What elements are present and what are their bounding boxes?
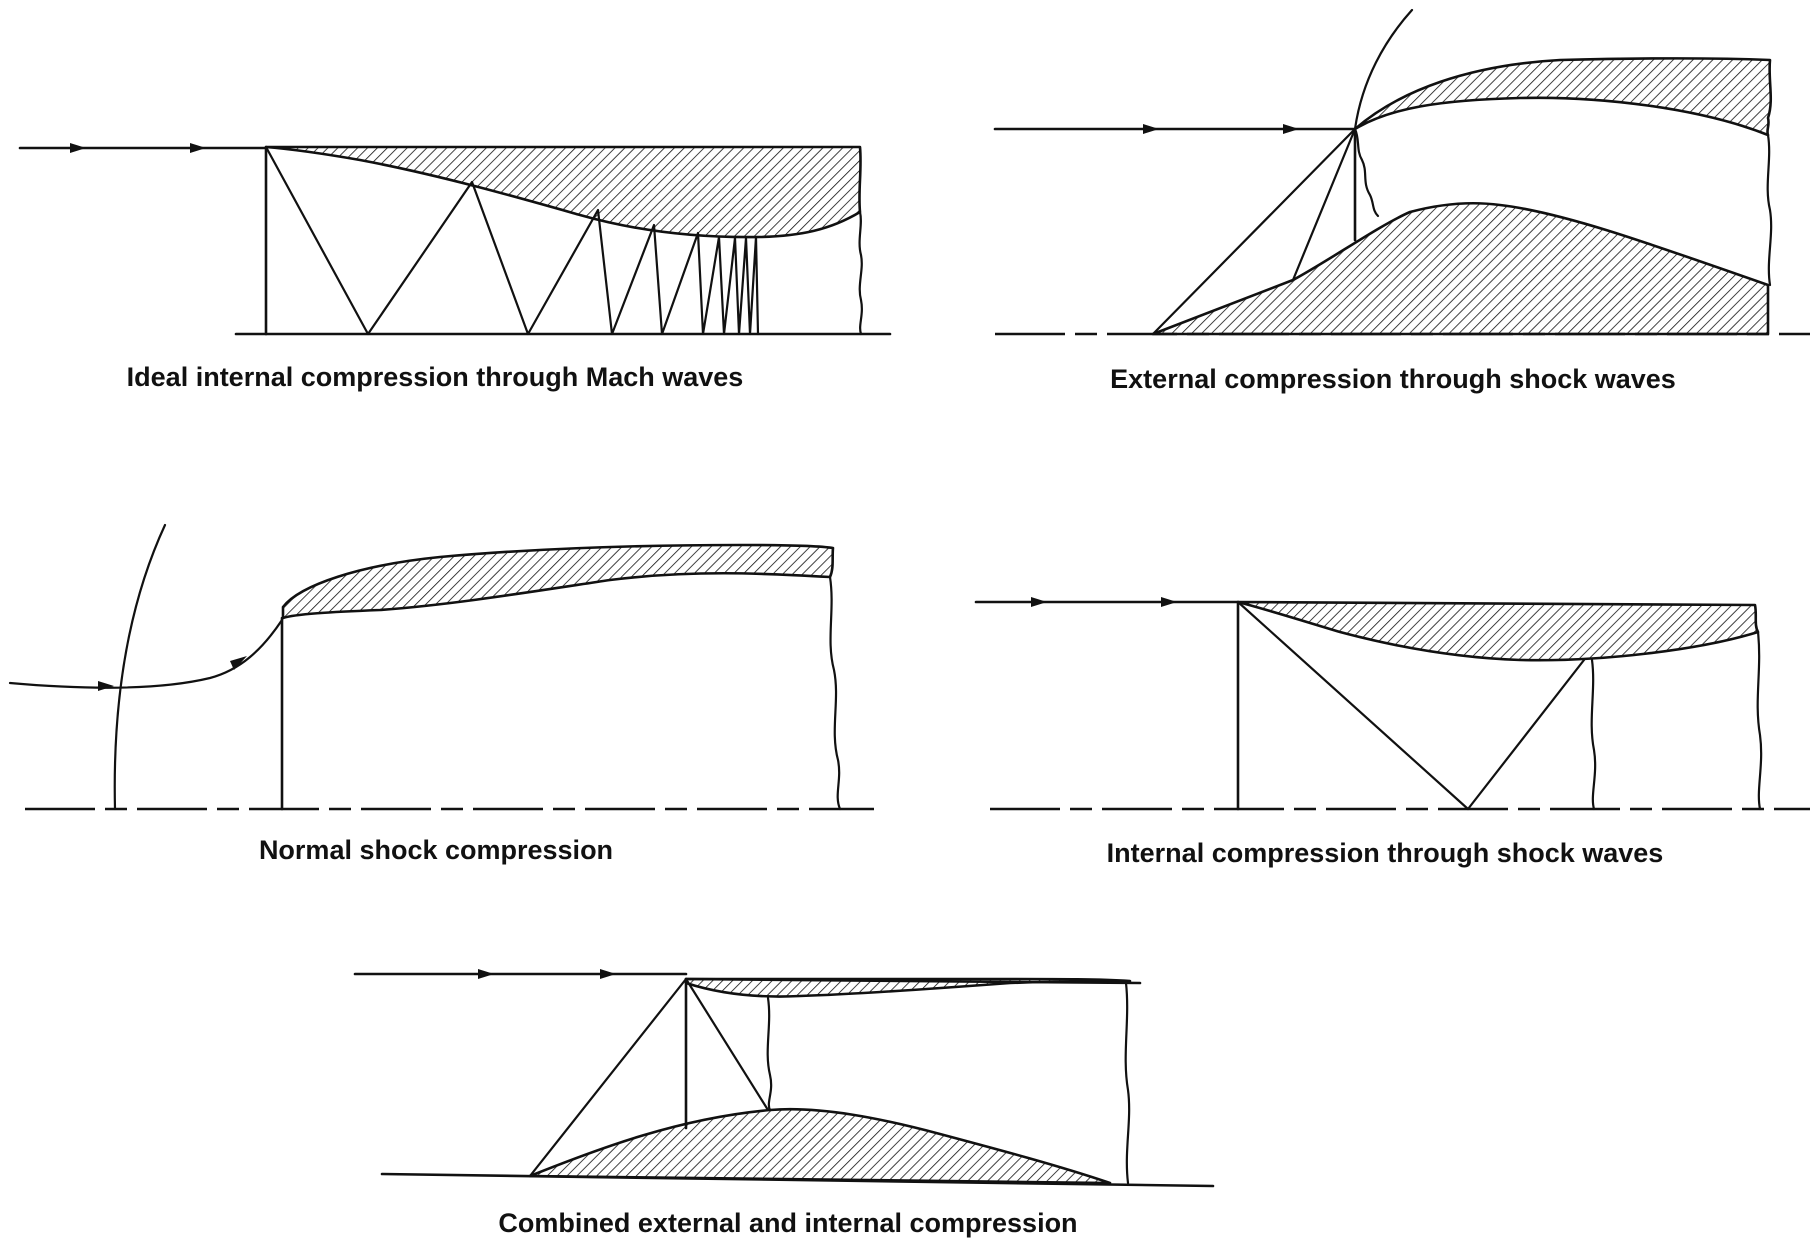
oblique-shock-2 — [684, 977, 770, 1112]
cowl-lip — [281, 543, 835, 620]
flow-arrow-icon — [1161, 597, 1177, 607]
terminal-shock-wavy — [766, 996, 773, 1112]
panel-ideal-internal-compression: Ideal internal compression through Mach … — [18, 143, 892, 392]
flow-arrow-icon — [478, 969, 494, 979]
terminal-shock-wavy — [858, 210, 863, 336]
bow-shock-curve — [1353, 8, 1414, 131]
flow-arrow-icon — [98, 681, 114, 691]
caption-normal-shock: Normal shock compression — [259, 835, 613, 865]
caption-combined: Combined external and internal compressi… — [498, 1208, 1077, 1238]
flow-arrow-icon — [1031, 597, 1047, 607]
panel-external-compression: External compression through shock waves — [993, 8, 1810, 394]
centerbody-ramp — [528, 1107, 1112, 1185]
caption-ideal-internal: Ideal internal compression through Mach … — [127, 362, 744, 392]
oblique-shock-1 — [528, 977, 688, 1178]
reflected-shock — [1236, 600, 1586, 811]
flow-arrow-icon — [190, 143, 206, 153]
flow-arrow-icon — [70, 143, 86, 153]
exit-wavy-line — [828, 575, 842, 811]
cowl-lip — [264, 145, 862, 239]
flow-arrow-icon — [600, 969, 616, 979]
exit-wavy-line — [1766, 133, 1773, 287]
centerbody-wall — [380, 1172, 1215, 1188]
cowl-lip — [1353, 57, 1773, 137]
freestream-streamline — [8, 618, 284, 689]
panel-combined-compression: Combined external and internal compressi… — [353, 969, 1215, 1238]
reflected-mach-waves — [264, 145, 760, 336]
flow-arrow-icon — [1283, 124, 1299, 134]
cowl-lip — [1236, 600, 1760, 662]
oblique-shock-1 — [1151, 127, 1357, 336]
flow-arrow-icon — [1143, 124, 1159, 134]
centerbody-ramp — [1151, 201, 1770, 336]
terminal-shock-wavy — [1590, 658, 1597, 811]
oblique-shock-2 — [1291, 127, 1357, 282]
exit-wavy-line — [1756, 630, 1763, 811]
caption-internal-shock: Internal compression through shock waves — [1107, 838, 1664, 868]
panel-normal-shock: Normal shock compression — [8, 523, 874, 865]
exit-wavy-line — [1124, 981, 1131, 1185]
caption-external-shock: External compression through shock waves — [1110, 364, 1676, 394]
cowl-upper-line — [684, 977, 1142, 985]
flow-arrow-icon — [230, 656, 247, 670]
detached-normal-shock — [113, 523, 167, 811]
panel-internal-compression: Internal compression through shock waves — [974, 597, 1810, 868]
cowl-lip — [684, 977, 1132, 998]
terminal-shock-wavy — [1353, 127, 1380, 218]
